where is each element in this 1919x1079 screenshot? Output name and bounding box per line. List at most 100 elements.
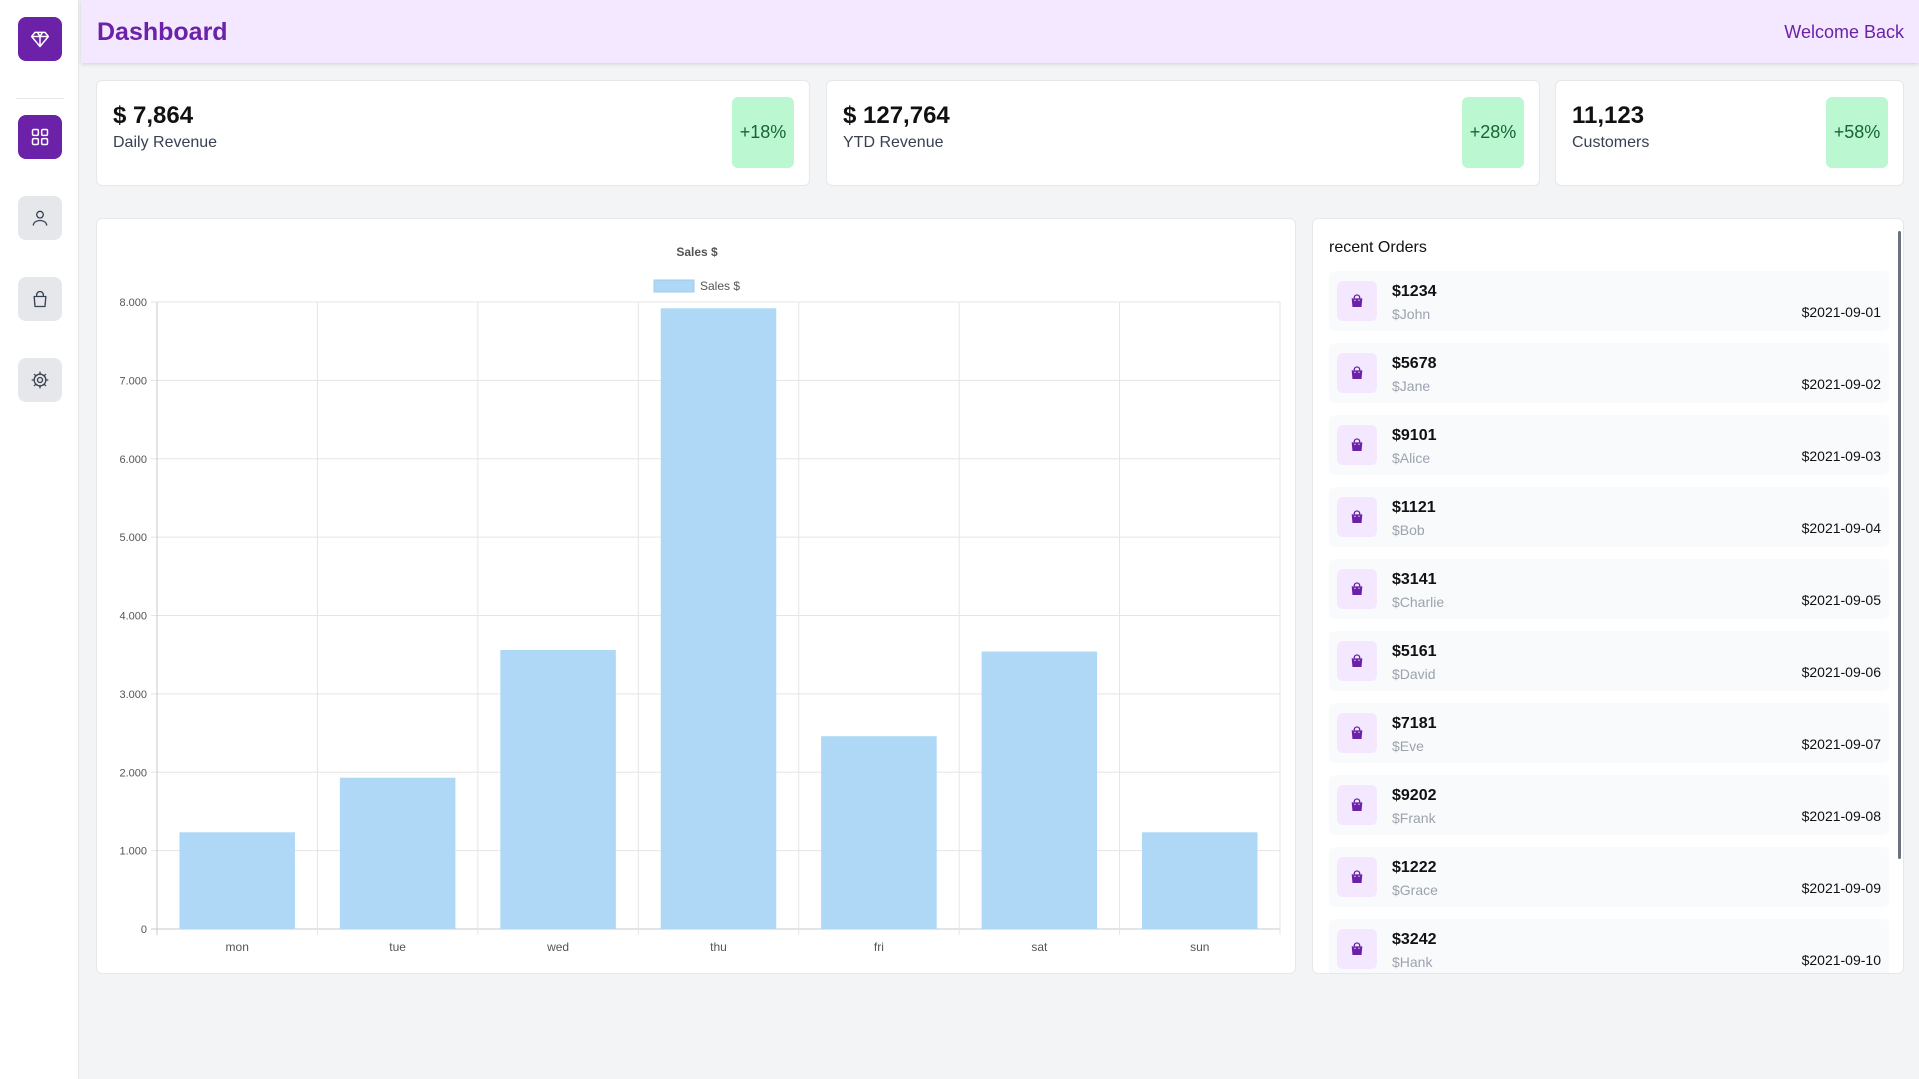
shopping-bag-icon [1351, 726, 1363, 739]
sidebar-item-dashboard[interactable] [18, 115, 62, 159]
order-icon-wrap [1337, 857, 1377, 897]
stat-change-badge: +58% [1826, 97, 1888, 168]
y-tick-label: 2.000 [119, 767, 147, 779]
order-item[interactable]: $5161 $David $2021-09-06 [1329, 631, 1889, 691]
order-item[interactable]: $1222 $Grace $2021-09-09 [1329, 847, 1889, 907]
shopping-bag-icon [1351, 582, 1363, 595]
order-item[interactable]: $3242 $Hank $2021-09-10 [1329, 919, 1889, 973]
bar-tue[interactable] [339, 777, 456, 929]
stat-label: Daily Revenue [113, 134, 218, 151]
order-item[interactable]: $7181 $Eve $2021-09-07 [1329, 703, 1889, 763]
stat-label: YTD Revenue [843, 134, 944, 151]
order-amount: $1234 [1392, 283, 1437, 300]
order-icon-wrap [1337, 641, 1377, 681]
y-tick-label: 4.000 [119, 611, 147, 623]
orders-list: $1234 $John $2021-09-01 $5678 $Jane $2021-09-… [1329, 271, 1889, 973]
order-amount: $9202 [1392, 787, 1437, 804]
order-item[interactable]: $1234 $John $2021-09-01 [1329, 271, 1889, 331]
order-amount: $3141 [1392, 571, 1437, 588]
orders-scrollbar[interactable] [1898, 231, 1901, 859]
order-amount: $9101 [1392, 427, 1437, 444]
sidebar [0, 0, 79, 1079]
sidebar-item-users[interactable] [18, 196, 62, 240]
order-date: $2021-09-05 [1801, 592, 1881, 608]
orders-title: recent Orders [1329, 239, 1427, 256]
stat-change-badge: +28% [1462, 97, 1524, 168]
order-icon-wrap [1337, 569, 1377, 609]
sales-bar-chart: 0 1.000 2.000 3.000 4.000 5.000 6.000 7.000 8.00… [119, 245, 1281, 954]
shopping-bag-icon [1351, 510, 1363, 523]
order-date: $2021-09-10 [1801, 952, 1881, 968]
x-tick-label: thu [710, 940, 727, 954]
sales-chart-card: 0 1.000 2.000 3.000 4.000 5.000 6.000 7.000 8.00… [96, 218, 1296, 974]
shopping-bag-icon [1351, 654, 1363, 667]
order-item[interactable]: $1121 $Bob $2021-09-04 [1329, 487, 1889, 547]
stat-value: 11,123 [1572, 102, 1645, 129]
sidebar-item-settings[interactable] [18, 358, 62, 402]
bar-thu[interactable] [660, 308, 777, 929]
bar-mon[interactable] [179, 832, 295, 929]
welcome-text: Welcome Back [1784, 22, 1904, 42]
diamond-icon [30, 31, 50, 48]
order-date: $2021-09-09 [1801, 880, 1881, 896]
stat-label: Customers [1572, 134, 1650, 151]
shopping-bag-icon [1351, 942, 1363, 955]
stat-change-badge: +18% [732, 97, 794, 168]
order-customer: $David [1392, 666, 1436, 682]
order-date: $2021-09-03 [1801, 448, 1881, 464]
order-date: $2021-09-01 [1801, 304, 1881, 320]
x-tick-label: sat [1031, 940, 1048, 954]
order-customer: $Charlie [1392, 594, 1445, 610]
recent-orders-card: recent Orders $1234 $John $2021-09-01 $5678… [1312, 218, 1904, 974]
order-item[interactable]: $9202 $Frank $2021-09-08 [1329, 775, 1889, 835]
order-item[interactable]: $5678 $Jane $2021-09-02 [1329, 343, 1889, 403]
stat-card-customers: 11,123 Customers +58% [1555, 80, 1904, 186]
order-date: $2021-09-06 [1801, 664, 1881, 680]
bar-wed[interactable] [500, 649, 616, 929]
order-amount: $7181 [1392, 715, 1437, 732]
order-amount: $3242 [1392, 931, 1437, 948]
gear-icon [31, 371, 49, 389]
stat-value: $ 127,764 [843, 102, 950, 129]
shopping-bag-icon [1351, 870, 1363, 883]
y-tick-label: 3.000 [119, 689, 147, 701]
order-item[interactable]: $3141 $Charlie $2021-09-05 [1329, 559, 1889, 619]
order-icon-wrap [1337, 281, 1377, 321]
order-customer: $John [1392, 306, 1431, 322]
x-tick-label: sun [1190, 940, 1209, 954]
y-tick-label: 0 [141, 924, 147, 936]
order-icon-wrap [1337, 425, 1377, 465]
user-icon [32, 210, 48, 226]
order-customer: $Hank [1392, 954, 1433, 970]
legend-swatch [653, 279, 695, 293]
shopping-bag-icon [1351, 294, 1363, 307]
order-customer: $Bob [1392, 522, 1425, 538]
order-amount: $1222 [1392, 859, 1437, 876]
bar-sat[interactable] [981, 651, 1098, 929]
bar-fri[interactable] [821, 736, 937, 929]
y-tick-label: 1.000 [119, 846, 147, 858]
order-date: $2021-09-07 [1801, 736, 1881, 752]
top-header: Dashboard Welcome Back [81, 0, 1919, 63]
y-tick-label: 8.000 [119, 297, 147, 309]
stat-card-daily-revenue: $ 7,864 Daily Revenue +18% [96, 80, 810, 186]
x-tick-label: wed [546, 940, 569, 954]
bag-icon [33, 290, 47, 308]
order-icon-wrap [1337, 929, 1377, 969]
bar-sun[interactable] [1142, 832, 1258, 929]
shopping-bag-icon [1351, 438, 1363, 451]
y-tick-label: 6.000 [119, 454, 147, 466]
x-tick-label: tue [389, 940, 406, 954]
order-date: $2021-09-02 [1801, 376, 1881, 392]
sidebar-item-orders[interactable] [18, 277, 62, 321]
order-amount: $5678 [1392, 355, 1437, 372]
order-date: $2021-09-04 [1801, 520, 1881, 536]
order-item[interactable]: $9101 $Alice $2021-09-03 [1329, 415, 1889, 475]
order-customer: $Alice [1392, 450, 1431, 466]
chart-title: Sales $ [676, 245, 718, 259]
order-icon-wrap [1337, 713, 1377, 753]
grid-icon [31, 128, 49, 146]
order-date: $2021-09-08 [1801, 808, 1881, 824]
y-tick-label: 7.000 [119, 375, 147, 387]
logo-button[interactable] [18, 17, 62, 61]
